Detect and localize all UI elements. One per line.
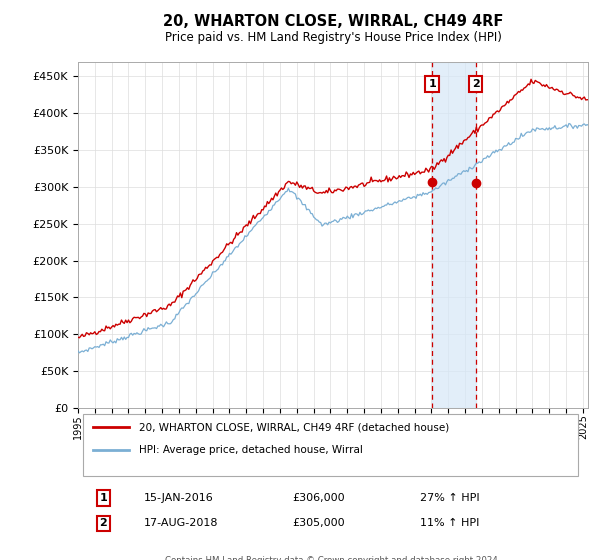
Text: 27% ↑ HPI: 27% ↑ HPI	[420, 493, 479, 503]
FancyBboxPatch shape	[83, 414, 578, 475]
Bar	[432, 62, 476, 408]
Text: Contains HM Land Registry data © Crown copyright and database right 2024.
This d: Contains HM Land Registry data © Crown c…	[165, 556, 501, 560]
Text: £305,000: £305,000	[292, 519, 345, 529]
Text: 11% ↑ HPI: 11% ↑ HPI	[420, 519, 479, 529]
Text: HPI: Average price, detached house, Wirral: HPI: Average price, detached house, Wirr…	[139, 445, 363, 455]
Text: Price paid vs. HM Land Registry's House Price Index (HPI): Price paid vs. HM Land Registry's House …	[164, 31, 502, 44]
Text: 2: 2	[100, 519, 107, 529]
Text: 1: 1	[100, 493, 107, 503]
Text: 15-JAN-2016: 15-JAN-2016	[145, 493, 214, 503]
Text: 20, WHARTON CLOSE, WIRRAL, CH49 4RF (detached house): 20, WHARTON CLOSE, WIRRAL, CH49 4RF (det…	[139, 422, 449, 432]
Text: 20, WHARTON CLOSE, WIRRAL, CH49 4RF: 20, WHARTON CLOSE, WIRRAL, CH49 4RF	[163, 14, 503, 29]
Text: 17-AUG-2018: 17-AUG-2018	[145, 519, 219, 529]
Text: £306,000: £306,000	[292, 493, 345, 503]
Text: 1: 1	[428, 79, 436, 89]
Text: 2: 2	[472, 79, 479, 89]
